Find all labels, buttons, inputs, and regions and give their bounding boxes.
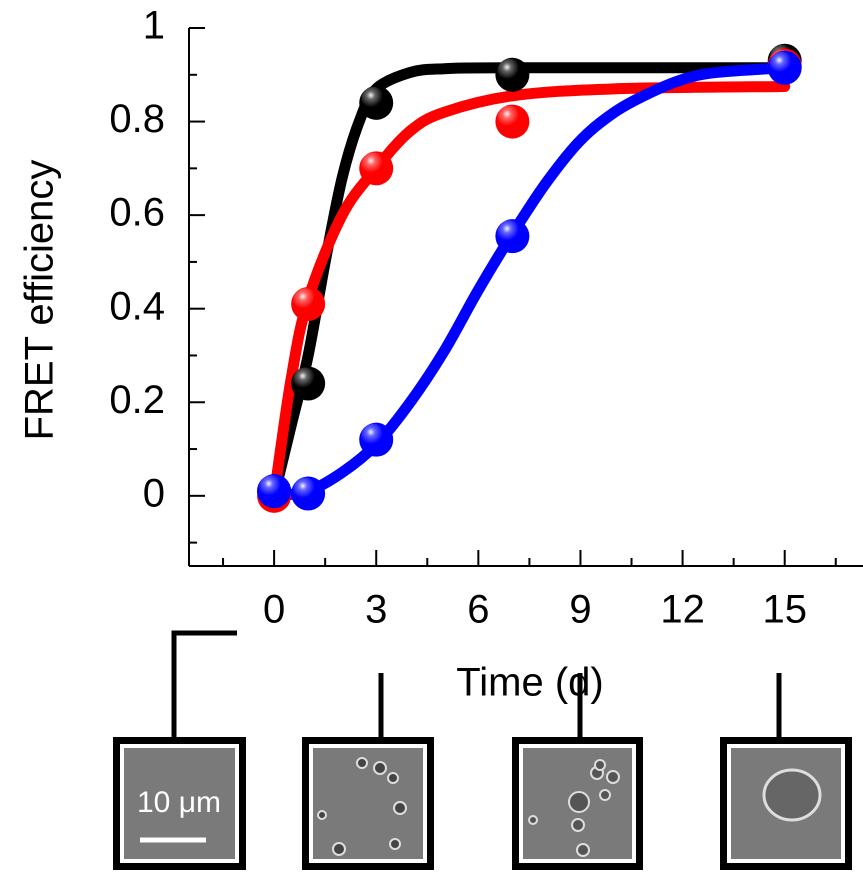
point-highlight [293,477,317,501]
point-highlight [497,106,521,130]
point-highlight [497,59,521,83]
x-tick-label: 9 [569,588,591,632]
fit-curve [274,68,785,496]
micrographs: 10 μm [113,737,852,870]
y-axis-label: FRET efficiency [18,160,62,441]
point-highlight [361,424,385,448]
connector [174,633,237,737]
point-highlight [259,475,283,499]
micrograph [302,737,434,870]
micrograph [512,737,643,870]
y-tick-label: 0.8 [109,97,165,141]
x-tick-label: 15 [762,588,807,632]
point-highlight [497,220,521,244]
x-tick-label: 6 [467,588,489,632]
point-highlight [293,288,317,312]
x-tick-label: 3 [365,588,387,632]
micrograph [720,737,852,870]
y-tick-label: 1 [143,4,165,48]
page: FRET efficiency Time (d) 10 μm 0 [0,0,863,876]
point-highlight [770,52,794,76]
scale-bar-label: 10 μm [137,786,221,819]
micrograph: 10 μm [113,737,246,870]
point-highlight [361,87,385,111]
y-tick-label: 0.4 [109,284,165,328]
y-tick-label: 0.6 [109,191,165,235]
point-highlight [361,152,385,176]
chart: FRET efficiency Time (d) 10 μm 0 [0,0,863,871]
y-tick-label: 0 [143,471,165,515]
x-tick-label: 0 [263,588,285,632]
x-tick-label: 12 [660,588,705,632]
point-highlight [293,368,317,392]
y-tick-label: 0.2 [109,378,165,422]
